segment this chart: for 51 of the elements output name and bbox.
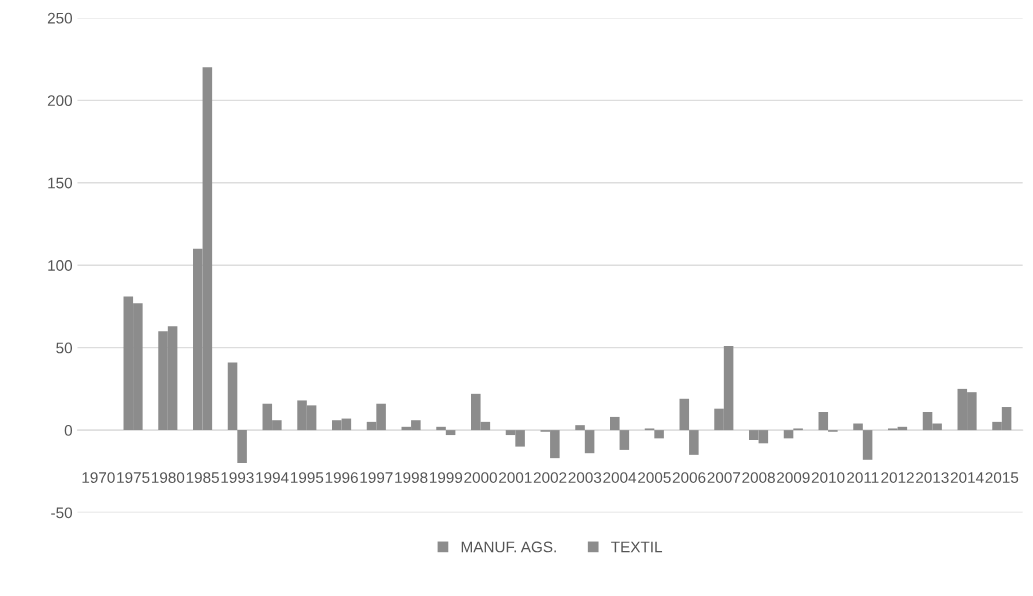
bar bbox=[584, 430, 595, 454]
x-tick-label: 2010 bbox=[811, 472, 845, 483]
x-tick-label: 2004 bbox=[603, 472, 637, 483]
bar bbox=[862, 430, 873, 460]
bar bbox=[619, 430, 630, 450]
x-tick-label: 1993 bbox=[221, 472, 254, 483]
x-tick-label: 1985 bbox=[186, 472, 219, 483]
x-tick-label: 2014 bbox=[950, 472, 984, 483]
bar bbox=[654, 430, 664, 439]
bar bbox=[853, 423, 863, 431]
x-tick-label: 2003 bbox=[568, 472, 602, 483]
x-tick-label: 2005 bbox=[638, 472, 671, 483]
x-tick-label: 2009 bbox=[777, 472, 810, 483]
bar bbox=[575, 425, 585, 431]
bar bbox=[237, 430, 247, 464]
bar bbox=[818, 411, 829, 431]
bar bbox=[783, 430, 794, 439]
y-tick-label: -50 bbox=[51, 507, 73, 519]
bar bbox=[445, 430, 456, 436]
y-tick-label: 250 bbox=[47, 12, 73, 24]
legend-label: MANUF. AGS. bbox=[461, 541, 556, 553]
x-tick-label: 2012 bbox=[881, 472, 914, 483]
y-tick-label: 100 bbox=[48, 260, 73, 271]
y-tick-label: 200 bbox=[47, 95, 73, 107]
y-tick-label: 0 bbox=[64, 424, 73, 436]
bar bbox=[689, 430, 699, 455]
x-tick-label: 2013 bbox=[916, 472, 949, 483]
x-tick-label: 2011 bbox=[847, 472, 879, 483]
x-tick-label: 2015 bbox=[985, 472, 1019, 483]
x-tick-label: 2002 bbox=[533, 472, 567, 483]
x-tick-label: 2001 bbox=[499, 472, 532, 483]
bar bbox=[227, 362, 238, 431]
x-tick-label: 1970 bbox=[82, 472, 115, 483]
x-tick-label: 2000 bbox=[464, 472, 497, 483]
x-tick-label: 1996 bbox=[325, 472, 358, 483]
legend-label: TEXTIL bbox=[611, 541, 663, 553]
x-tick-label: 1995 bbox=[291, 472, 324, 483]
x-tick-label: 2007 bbox=[707, 472, 741, 483]
x-tick-label: 1999 bbox=[430, 472, 463, 483]
x-tick-label: 2008 bbox=[742, 472, 775, 483]
x-tick-label: 1998 bbox=[395, 472, 428, 483]
bar bbox=[436, 426, 446, 431]
x-tick-label: 2006 bbox=[672, 472, 706, 483]
x-tick-label: 1975 bbox=[117, 472, 150, 483]
bar bbox=[610, 416, 620, 431]
x-tick-label: 1997 bbox=[360, 472, 393, 483]
x-tick-label: 1980 bbox=[152, 472, 185, 483]
x-tick-label: 1994 bbox=[256, 472, 289, 483]
y-tick-label: 150 bbox=[48, 177, 73, 189]
bar bbox=[679, 398, 690, 431]
y-tick-label: 50 bbox=[56, 342, 73, 354]
